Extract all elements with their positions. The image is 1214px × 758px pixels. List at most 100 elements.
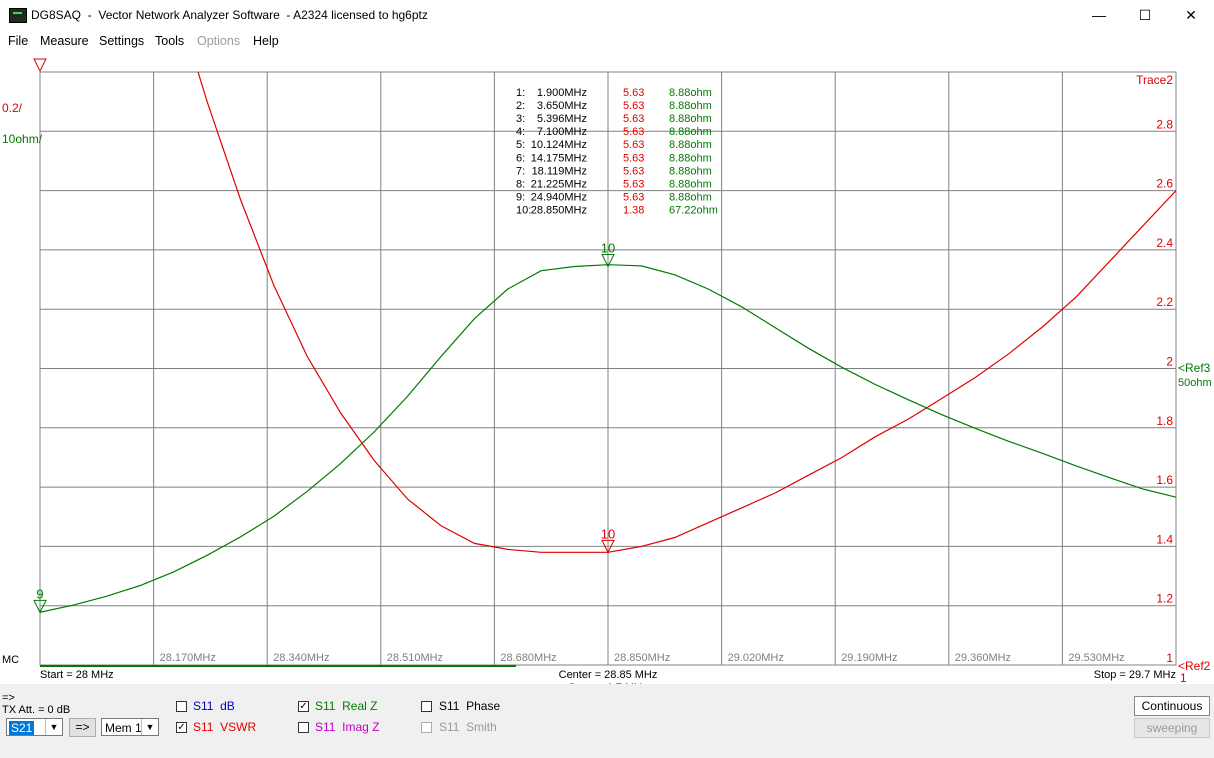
tx-attenuation: TX Att. = 0 dB: [2, 704, 71, 716]
marker-table-vswr: 5.63: [623, 139, 644, 151]
marker-table-index: 6:: [516, 152, 525, 164]
marker-table-index: 2:: [516, 100, 525, 112]
marker-table-impedance: 8.88ohm: [669, 152, 712, 164]
x-tick-label: 28.170MHz: [160, 652, 216, 664]
trace-label-s11-imagz: S11 Imag Z: [315, 720, 380, 734]
window-title: DG8SAQ - Vector Network Analyzer Softwar…: [31, 8, 428, 22]
menu-bar: File Measure Settings Tools Options Help: [0, 31, 1214, 51]
marker-table-impedance: 8.88ohm: [669, 126, 712, 138]
marker-label: 10: [601, 526, 615, 541]
right-tick-label: 1.8: [1156, 414, 1173, 428]
marker-table-vswr: 5.63: [623, 113, 644, 125]
minimize-button[interactable]: —: [1092, 7, 1106, 23]
marker-table-vswr: 5.63: [623, 100, 644, 112]
sweeping-button[interactable]: sweeping: [1134, 718, 1210, 738]
checkbox-s11-phase[interactable]: [421, 701, 432, 712]
marker-table-frequency: 1.900MHz: [537, 87, 587, 99]
chevron-down-icon: ▼: [141, 719, 158, 735]
right-tick-label: 1.4: [1156, 532, 1173, 546]
x-tick-label: 28.510MHz: [387, 652, 443, 664]
left-scale-vswr: 0.2/: [2, 101, 23, 115]
title-bar: DG8SAQ - Vector Network Analyzer Softwar…: [0, 0, 1214, 31]
marker-table-vswr: 5.63: [623, 87, 644, 99]
marker-table-impedance: 8.88ohm: [669, 165, 712, 177]
maximize-button[interactable]: ☐: [1138, 7, 1152, 23]
marker-table-frequency: 21.225MHz: [531, 178, 587, 190]
x-tick-label: 28.340MHz: [273, 652, 329, 664]
marker-table-vswr: 5.63: [623, 126, 644, 138]
menu-settings[interactable]: Settings: [99, 34, 145, 48]
right-tick-label: 1.2: [1156, 592, 1173, 606]
series-line-realz: [40, 264, 1176, 613]
marker-table-index: 5:: [516, 139, 525, 151]
marker-table-vswr: 5.63: [623, 152, 644, 164]
marker-table-impedance: 8.88ohm: [669, 113, 712, 125]
marker-table-index: 4:: [516, 126, 525, 138]
x-tick-label: 29.190MHz: [841, 652, 897, 664]
menu-tools[interactable]: Tools: [155, 34, 185, 48]
start-marker-triangle: [33, 58, 47, 73]
right-tick-label: 2: [1166, 355, 1173, 369]
vna-chart-area[interactable]: 28.170MHz 28.340MHz 28.510MHz 28.680MHz 28.8…: [0, 51, 1214, 694]
marker-table-frequency: 7.100MHz: [537, 126, 587, 138]
x-tick-label: 29.530MHz: [1068, 652, 1124, 664]
checkbox-s11-vswr[interactable]: ✓: [176, 722, 187, 733]
marker-table-frequency: 14.175MHz: [531, 152, 587, 164]
arrow-indicator: =>: [2, 692, 15, 704]
marker-table-frequency: 18.119MHz: [532, 165, 587, 177]
marker-table-frequency: 10.124MHz: [531, 139, 587, 151]
marker-triangle: [601, 254, 615, 268]
marker-table-index: 9:: [516, 191, 525, 203]
marker-table-impedance: 8.88ohm: [669, 100, 712, 112]
marker-triangle: [601, 539, 615, 554]
marker-label: 9: [36, 586, 43, 601]
marker-table-index: 3:: [516, 113, 525, 125]
stop-frequency-label: Stop = 29.7 MHz: [1094, 669, 1176, 681]
menu-options[interactable]: Options: [197, 34, 241, 48]
trace-label-s11-smith: S11 Smith: [439, 720, 497, 734]
marker-label: 10: [601, 241, 615, 256]
memory-select[interactable]: Mem 1 ▼: [101, 718, 159, 736]
x-tick-label: 28.680MHz: [500, 652, 556, 664]
marker-table-impedance: 8.88ohm: [669, 178, 712, 190]
x-tick-label: 29.020MHz: [728, 652, 784, 664]
marker-table-vswr: 5.63: [623, 165, 644, 177]
marker-table-frequency: 24.940MHz: [531, 191, 587, 203]
app-icon: [9, 8, 27, 23]
right-tick-label: 1: [1166, 651, 1173, 665]
menu-file[interactable]: File: [8, 34, 29, 48]
trace-label-s11-phase: S11 Phase: [439, 699, 501, 713]
ref2-label: <Ref2: [1178, 659, 1211, 673]
trace2-label: Trace2: [1136, 73, 1173, 87]
checkbox-s11-imagz[interactable]: [298, 722, 309, 733]
ref2-sub-label: 1: [1180, 671, 1187, 684]
marker-table-vswr: 5.63: [623, 191, 644, 203]
checkbox-s11-smith[interactable]: [421, 722, 432, 733]
marker-table-frequency: 5.396MHz: [537, 113, 587, 125]
close-button[interactable]: ✕: [1185, 7, 1197, 23]
port-select[interactable]: S21 ▼: [6, 718, 63, 736]
menu-measure[interactable]: Measure: [40, 34, 89, 48]
control-panel: => TX Att. = 0 dB S21 ▼ => Mem 1 ▼ S11 d…: [0, 684, 1214, 758]
checkbox-s11-db[interactable]: [176, 701, 187, 712]
right-tick-label: 2.6: [1156, 177, 1173, 191]
start-frequency-label: Start = 28 MHz: [40, 669, 114, 681]
checkbox-s11-realz[interactable]: ✓: [298, 701, 309, 712]
x-tick-label: 29.360MHz: [955, 652, 1011, 664]
vna-chart[interactable]: 28.170MHz 28.340MHz 28.510MHz 28.680MHz 28.8…: [0, 51, 1214, 694]
menu-help[interactable]: Help: [253, 34, 279, 48]
marker-table-frequency: 28.850MHz: [531, 204, 587, 216]
transfer-button[interactable]: =>: [69, 718, 96, 737]
marker-table-index: 10:: [516, 204, 531, 216]
trace-label-s11-vswr: S11 VSWR: [193, 720, 257, 734]
marker-triangle: [33, 599, 47, 614]
marker-table-impedance: 8.88ohm: [669, 87, 712, 99]
ref3-label: <Ref3: [1178, 361, 1211, 375]
x-tick-label: 28.850MHz: [614, 652, 670, 664]
continuous-button[interactable]: Continuous: [1134, 696, 1210, 716]
right-tick-label: 2.2: [1156, 295, 1173, 309]
trace-label-s11-db: S11 dB: [193, 699, 235, 713]
marker-table-index: 8:: [516, 178, 525, 190]
memory-select-value: Mem 1: [105, 721, 142, 735]
marker-table-impedance: 8.88ohm: [669, 191, 712, 203]
